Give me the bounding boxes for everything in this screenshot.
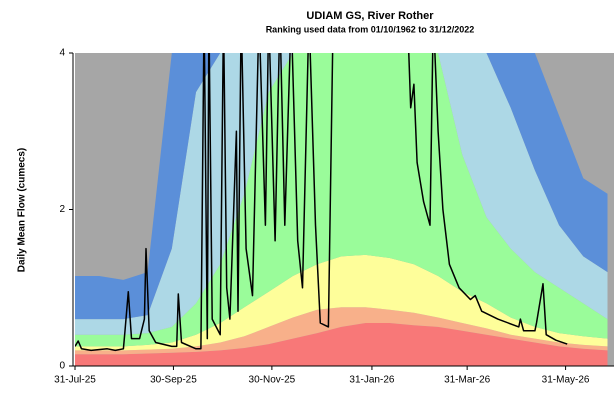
band-area [75,254,608,351]
y-axis-title: Daily Mean Flow (cumecs) [17,148,28,272]
chart-title: UDIAM GS, River Rother [306,10,434,22]
y-tick-label: 0 [59,361,65,372]
band-area [75,53,608,347]
band-area [75,323,608,366]
x-tick-label: 30-Nov-25 [249,375,296,386]
chart-subtitle: Ranking used data from 01/10/1962 to 31/… [266,24,475,34]
flow-line [75,53,568,352]
plot-area [75,53,614,366]
y-tick-label: 2 [59,204,65,215]
band-area [75,307,608,355]
x-tick-label: 30-Sep-25 [150,375,197,386]
x-tick-label: 31-Jul-25 [54,375,96,386]
x-tick-label: 31-May-26 [542,375,590,386]
axes: 0 2 4 31-Jul-25 30-Sep-25 30-Nov-25 31-Jan-26 3… [54,48,614,386]
x-tick-label: 31-Mar-26 [444,375,491,386]
x-tick-label: 31-Jan-26 [349,375,394,386]
y-tick-label: 4 [59,48,65,59]
